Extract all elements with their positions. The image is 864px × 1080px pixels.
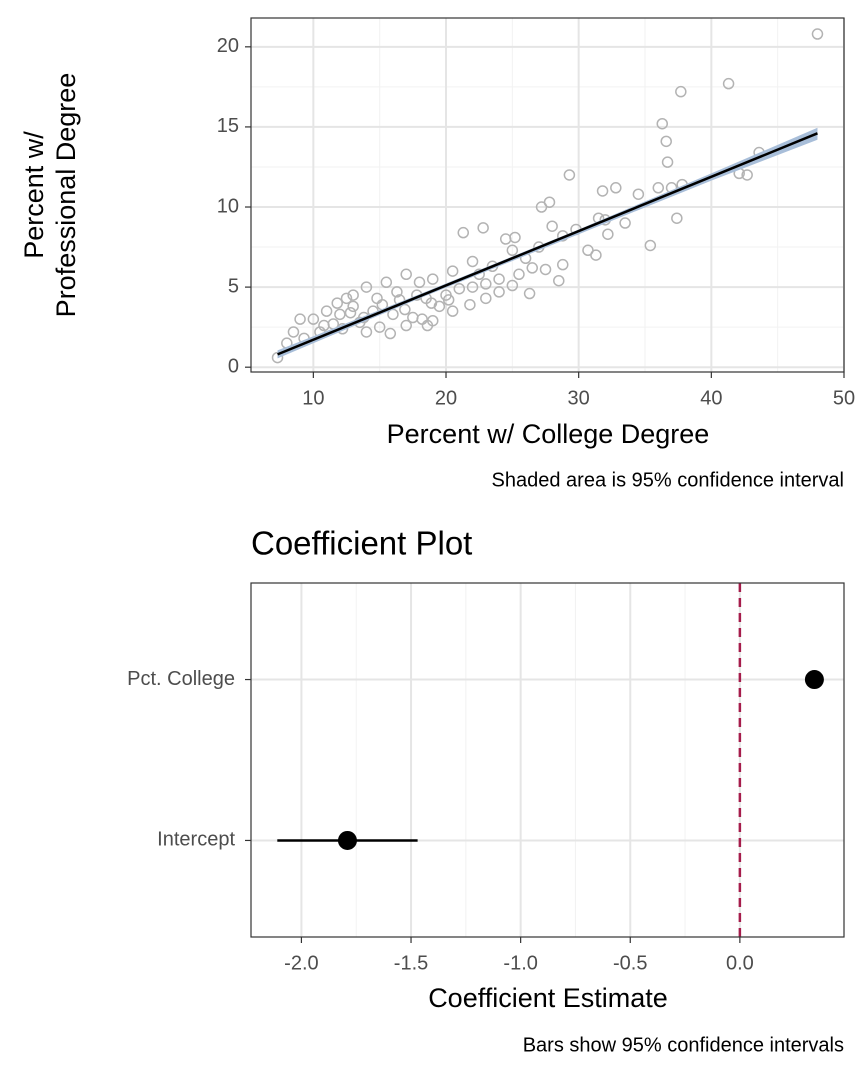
data-point: [477, 222, 489, 234]
data-point: [493, 286, 505, 298]
data-point: [457, 226, 470, 239]
data-point: [340, 292, 353, 305]
data-point: [590, 249, 602, 261]
data-point: [360, 281, 373, 293]
data-point: [347, 300, 359, 313]
data-point: [722, 77, 735, 90]
data-point: [426, 273, 439, 285]
data-point: [466, 281, 479, 293]
y-tick-label: 20: [217, 35, 239, 57]
y-tick-label: 5: [228, 275, 239, 297]
data-point: [480, 278, 492, 290]
data-point: [661, 156, 674, 168]
data-point: [480, 292, 492, 305]
x-tick-label: 10: [302, 387, 324, 409]
data-point: [493, 273, 505, 285]
data-point: [425, 297, 438, 309]
data-point: [539, 263, 552, 276]
data-point: [391, 286, 403, 298]
data-point: [413, 276, 426, 289]
x-tick-label: 20: [435, 387, 457, 409]
data-point: [331, 297, 343, 309]
chart-title: Coefficient Plot: [251, 525, 472, 562]
x-tick-label: 50: [833, 387, 855, 409]
data-point: [553, 274, 565, 287]
y-tick-label: 10: [217, 195, 239, 217]
data-point: [466, 255, 479, 268]
data-point: [535, 201, 548, 213]
data-point: [318, 319, 330, 332]
data-point: [373, 321, 386, 333]
data-point: [596, 185, 609, 197]
data-point: [619, 217, 631, 229]
y-tick-label: 0: [228, 355, 239, 377]
data-point: [446, 305, 459, 317]
data-point: [610, 182, 622, 194]
data-point: [506, 279, 519, 292]
y-tick-label: Pct. College: [127, 668, 235, 690]
x-tick-label: 40: [700, 387, 722, 409]
x-tick-label: -0.5: [613, 952, 647, 974]
data-point: [632, 188, 645, 200]
data-point: [652, 182, 665, 194]
data-point: [741, 169, 753, 181]
data-point: [380, 276, 393, 289]
data-point: [446, 265, 459, 277]
data-point: [442, 294, 455, 306]
data-point: [509, 231, 521, 244]
panel-border: [250, 582, 845, 938]
data-point: [602, 228, 614, 240]
x-tick-label: 30: [568, 387, 590, 409]
data-point: [656, 117, 669, 130]
data-point: [506, 244, 519, 257]
data-point: [557, 258, 569, 271]
data-point: [399, 303, 411, 316]
data-point: [360, 326, 373, 338]
data-point: [320, 305, 333, 317]
data-point: [287, 326, 300, 338]
data-point: [644, 239, 657, 252]
data-point: [671, 212, 683, 224]
data-point: [563, 169, 576, 181]
caption: Bars show 95% confidence intervals: [523, 1034, 844, 1056]
y-tick-label: 15: [217, 115, 239, 137]
y-axis-title: Percent w/: [19, 131, 49, 259]
plot-panel: [251, 583, 844, 937]
data-point: [307, 313, 320, 325]
estimate-point: [337, 830, 357, 850]
y-axis-title: Professional Degree: [51, 73, 81, 318]
y-tick-label: Intercept: [157, 829, 235, 851]
data-point: [523, 287, 536, 300]
x-axis-title: Percent w/ College Degree: [387, 419, 710, 449]
data-point: [526, 262, 538, 274]
data-point: [400, 319, 412, 332]
x-tick-label: -2.0: [284, 952, 318, 974]
data-point: [347, 289, 359, 301]
estimate-point: [804, 670, 824, 690]
plot-panel: [251, 18, 844, 372]
x-axis-title: Coefficient Estimate: [428, 983, 668, 1013]
panel-border: [250, 17, 845, 373]
caption: Shaded area is 95% confidence interval: [492, 469, 844, 491]
data-point: [344, 306, 357, 319]
data-point: [384, 327, 397, 340]
data-point: [464, 298, 476, 311]
data-point: [334, 308, 346, 321]
x-tick-label: -1.5: [394, 952, 428, 974]
data-point: [453, 282, 466, 295]
x-tick-label: 0.0: [726, 952, 754, 974]
fit-line: [277, 132, 818, 356]
data-point: [546, 220, 558, 232]
x-tick-label: -1.0: [503, 952, 537, 974]
data-point: [400, 268, 412, 281]
data-point: [660, 135, 672, 148]
data-point: [421, 319, 434, 332]
data-point: [294, 313, 306, 325]
data-point: [513, 268, 525, 281]
data-point: [811, 28, 824, 40]
data-point: [675, 85, 687, 98]
